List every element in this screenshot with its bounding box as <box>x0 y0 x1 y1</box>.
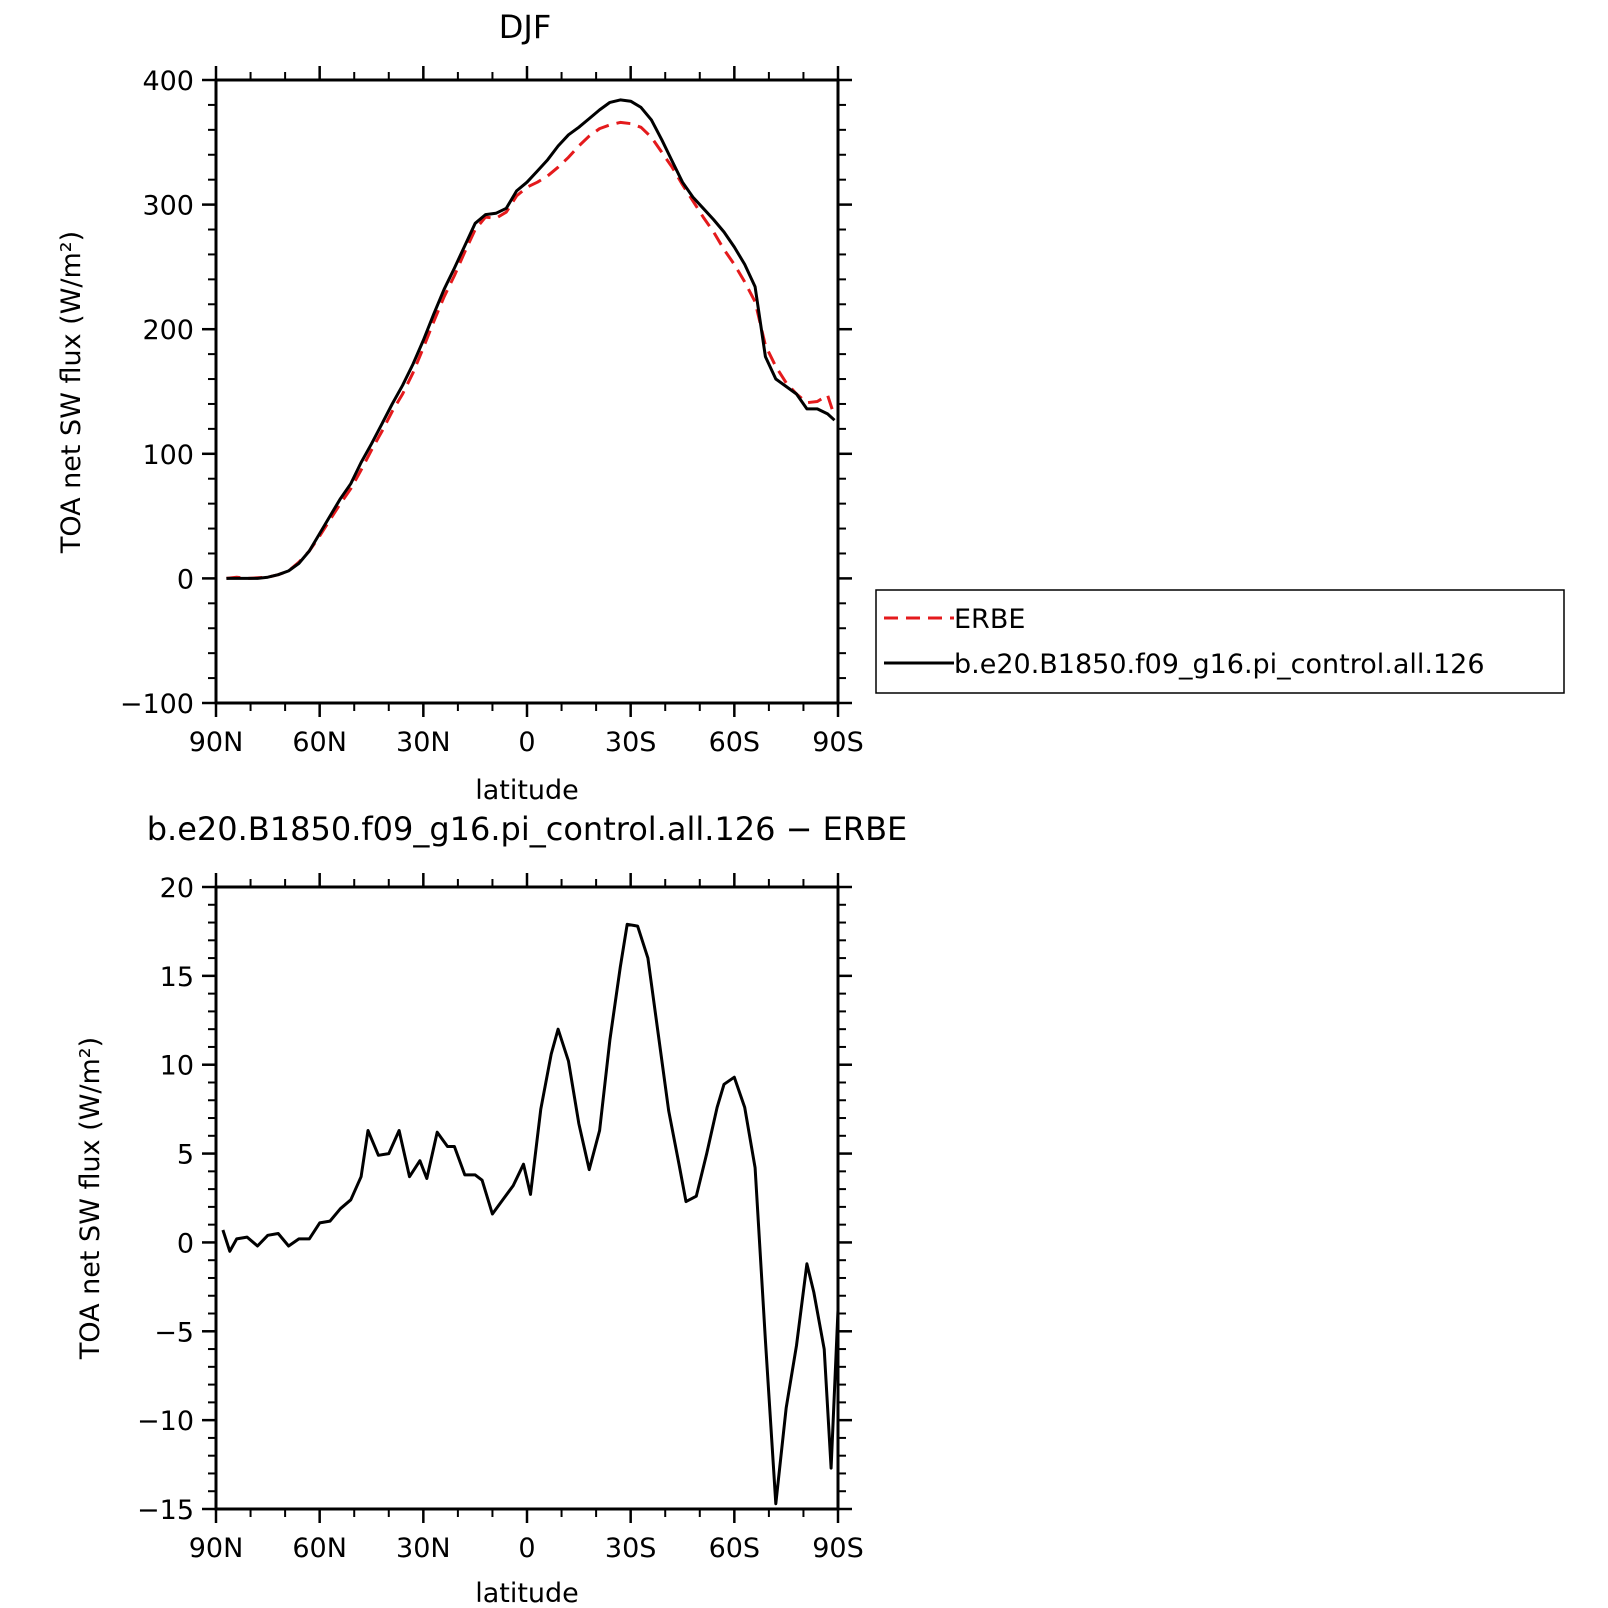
top-x-tick-label: 0 <box>518 727 535 758</box>
top-series-erbe-line <box>226 120 836 580</box>
bottom-y-axis-label: TOA net SW flux (W/m²) <box>75 1037 106 1360</box>
bottom-plot-frame <box>214 885 840 1511</box>
bottom-x-tick-label: 0 <box>518 1533 535 1564</box>
top-plot-frame <box>214 78 840 705</box>
top-x-axis-label: latitude <box>475 775 579 806</box>
legend: ERBE b.e20.B1850.f09_g16.pi_control.all.… <box>875 589 1565 694</box>
bottom-series-difference-line <box>221 922 840 1506</box>
bottom-y-tick-label: 20 <box>160 873 194 904</box>
bottom-panel: b.e20.B1850.f09_g16.pi_control.all.126 −… <box>75 810 907 1608</box>
bottom-x-tick-label: 30S <box>605 1533 657 1564</box>
top-y-tick-label: 100 <box>142 440 194 471</box>
top-chart-title: DJF <box>499 8 551 46</box>
bottom-y-tick-label: 15 <box>160 962 194 993</box>
bottom-y-tick-label: 5 <box>177 1140 194 1171</box>
bottom-y-tick-label: 0 <box>177 1228 194 1259</box>
top-x-tick-label: 60N <box>292 727 347 758</box>
top-y-tick-label: 400 <box>142 66 194 97</box>
bottom-y-tick-label: −15 <box>137 1495 194 1526</box>
top-y-axis-label: TOA net SW flux (W/m²) <box>56 231 87 554</box>
top-y-tick-label: 0 <box>177 564 194 595</box>
legend-box <box>875 589 1565 694</box>
top-y-tick-label: 200 <box>142 315 194 346</box>
top-x-tick-label: 90S <box>812 727 864 758</box>
bottom-y-tick-label: 10 <box>160 1051 194 1082</box>
legend-label-model: b.e20.B1850.f09_g16.pi_control.all.126 <box>954 649 1485 680</box>
top-x-tick-label: 90N <box>189 727 244 758</box>
top-panel: DJF 90N 60N 30N 0 30S 60S 90S −100 0 100 200 300 400… <box>56 8 864 806</box>
top-x-tick-label: 30N <box>396 727 451 758</box>
top-x-tick-label: 60S <box>709 727 761 758</box>
bottom-x-tick-label: 30N <box>396 1533 451 1564</box>
top-y-tick-label: 300 <box>142 191 194 222</box>
bottom-y-tick-label: −10 <box>137 1406 194 1437</box>
top-x-tick-label: 30S <box>605 727 657 758</box>
bottom-series-layer <box>221 922 840 1506</box>
bottom-y-tick-label: −5 <box>154 1317 194 1348</box>
top-series-layer <box>226 98 836 580</box>
bottom-ticks: 90N 60N 30N 0 30S 60S 90S −15 −10 −5 0 5 10 15 20 <box>137 873 864 1564</box>
bottom-x-tick-label: 90N <box>189 1533 244 1564</box>
bottom-x-tick-label: 90S <box>812 1533 864 1564</box>
top-ticks: 90N 60N 30N 0 30S 60S 90S −100 0 100 200 300 400 <box>120 66 864 758</box>
bottom-x-tick-label: 60N <box>292 1533 347 1564</box>
bottom-x-tick-label: 60S <box>709 1533 761 1564</box>
legend-label-erbe: ERBE <box>954 604 1025 635</box>
top-series-model-line <box>226 98 836 580</box>
top-y-tick-label: −100 <box>120 689 194 720</box>
bottom-chart-title: b.e20.B1850.f09_g16.pi_control.all.126 −… <box>147 810 908 848</box>
bottom-x-axis-label: latitude <box>475 1578 579 1608</box>
